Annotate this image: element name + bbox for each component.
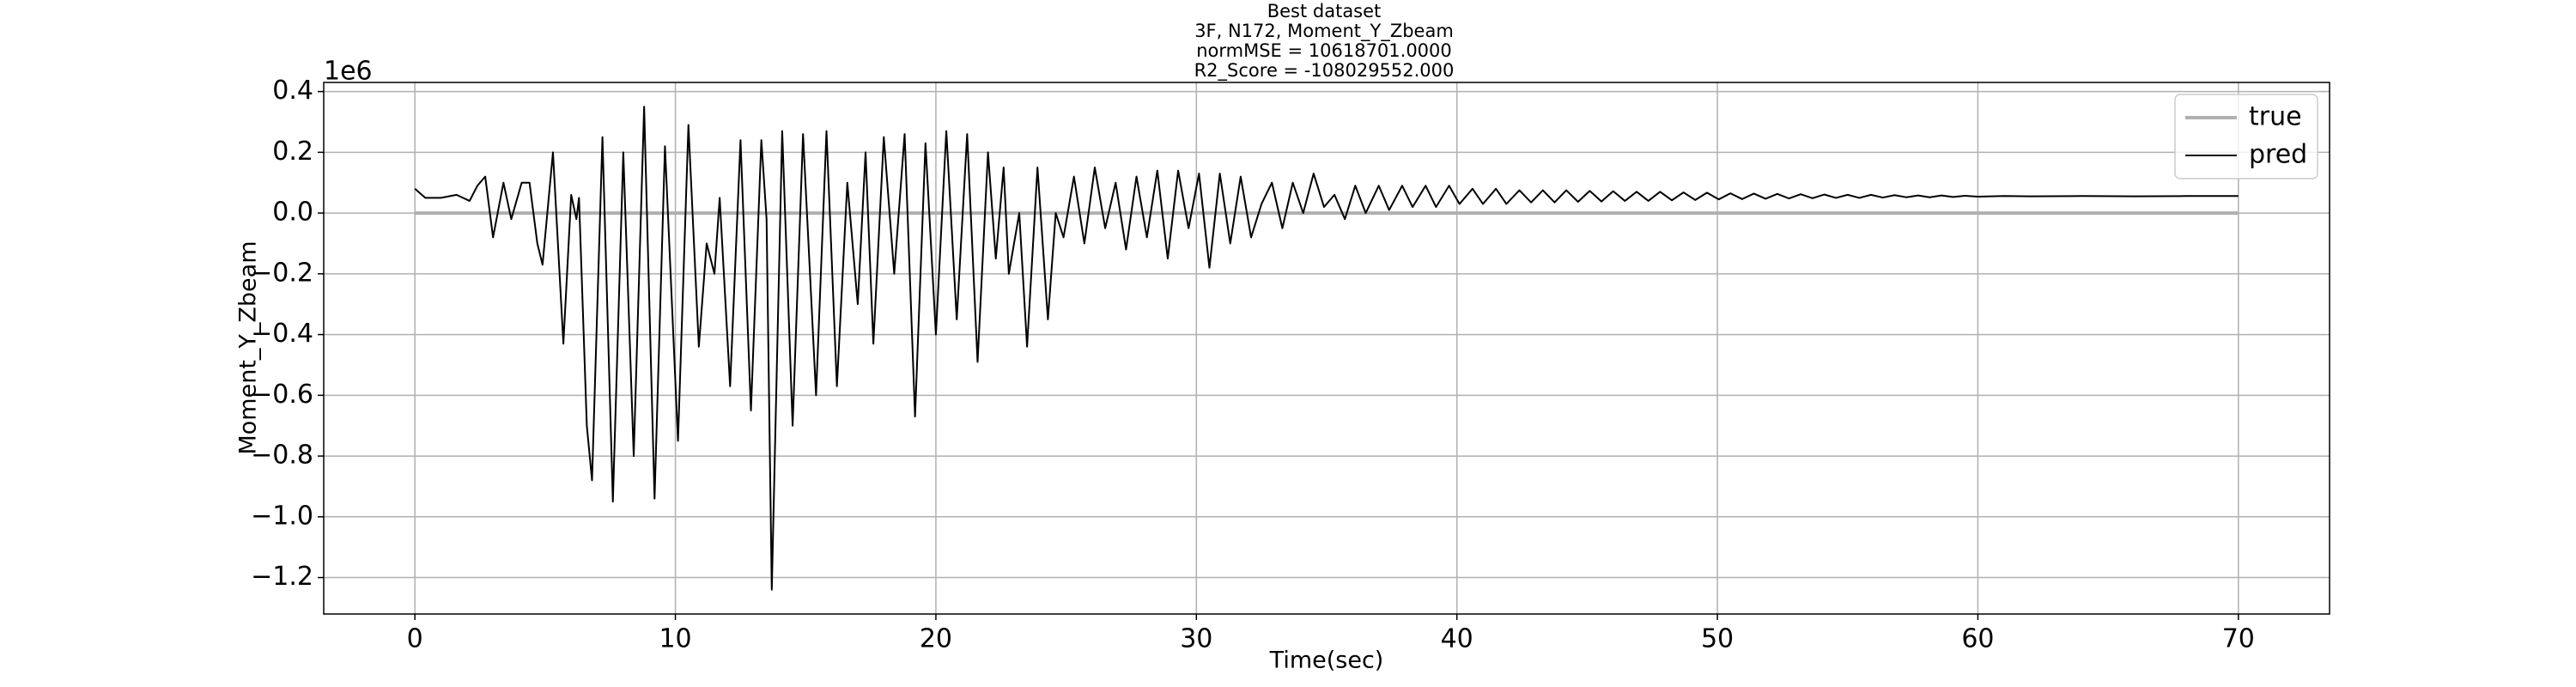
y-tick-label: 0.4 [272, 76, 313, 106]
chart-subtitle: R2_Score = -108029552.000 [1194, 60, 1455, 82]
y-tick-label: −0.2 [251, 258, 313, 288]
x-tick-label: 40 [1441, 624, 1473, 654]
y-tick-label: 0.0 [272, 198, 313, 228]
chart-title: Best dataset [1267, 1, 1382, 21]
x-axis-label: Time(sec) [1269, 647, 1384, 674]
y-tick-label: −0.8 [251, 441, 313, 471]
y-tick-label: −0.6 [251, 380, 313, 410]
series-line [414, 106, 2239, 591]
x-tick-label: 30 [1180, 624, 1212, 654]
legend-box [2174, 94, 2318, 179]
chart-subtitle: normMSE = 10618701.0000 [1196, 40, 1452, 61]
y-axis-label: Moment_Y_Zbeam [235, 240, 262, 454]
y-tick-label: −1.2 [251, 562, 313, 592]
x-tick-label: 0 [407, 624, 423, 654]
y-offset-label: 1e6 [324, 57, 373, 87]
chart-subtitle: 3F, N172, Moment_Y_Zbeam [1194, 21, 1454, 42]
legend-label: pred [2249, 140, 2307, 170]
y-tick-label: 0.2 [272, 137, 313, 167]
x-tick-label: 20 [920, 624, 952, 654]
plot-frame [323, 82, 2330, 615]
legend-label: true [2249, 102, 2302, 132]
x-tick-label: 10 [659, 624, 691, 654]
x-tick-label: 60 [1961, 624, 1994, 654]
y-tick-label: −1.0 [251, 501, 313, 531]
x-tick-label: 50 [1701, 624, 1734, 654]
y-tick-label: −0.4 [251, 319, 313, 349]
x-tick-label: 70 [2222, 624, 2255, 654]
